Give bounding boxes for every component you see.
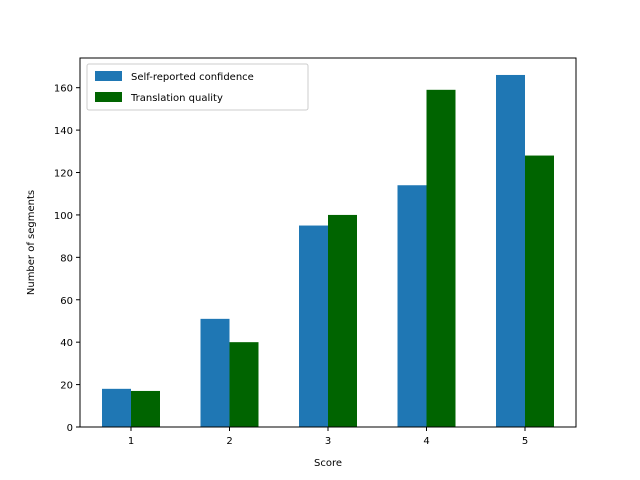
x-tick-label: 4 bbox=[423, 436, 429, 447]
bar-series-2-score-3 bbox=[328, 214, 357, 427]
y-tick-label: 100 bbox=[54, 211, 73, 222]
bar-series-1-score-3 bbox=[299, 225, 328, 427]
bar-series-1-score-4 bbox=[397, 185, 427, 427]
y-tick-label: 140 bbox=[54, 126, 73, 137]
bar-series-2-score-4 bbox=[426, 89, 456, 427]
bar-series-2-score-5 bbox=[525, 155, 554, 427]
y-tick-label: 60 bbox=[60, 296, 73, 307]
bar-series-2-score-2 bbox=[229, 342, 259, 427]
plot-frame bbox=[79, 57, 577, 428]
y-tick-label: 120 bbox=[54, 169, 73, 180]
y-tick-label: 40 bbox=[60, 338, 73, 349]
x-tick-label: 2 bbox=[226, 436, 232, 447]
legend-label-self-reported-confidence: Self-reported confidence bbox=[131, 72, 254, 83]
bar-series-1-score-5 bbox=[496, 74, 525, 427]
bar-series-2-score-1 bbox=[131, 390, 160, 427]
y-tick-label: 0 bbox=[67, 423, 73, 434]
x-tick-label: 1 bbox=[128, 436, 134, 447]
legend-swatch-self-reported-confidence bbox=[95, 71, 122, 81]
y-axis-ticks: 0 20 40 60 80 100 120 140 160 bbox=[54, 84, 80, 434]
y-tick-label: 20 bbox=[60, 381, 73, 392]
y-tick-label: 80 bbox=[60, 253, 73, 264]
bar-series-1-score-2 bbox=[200, 318, 230, 427]
y-tick-label: 160 bbox=[54, 84, 73, 95]
legend: Self-reported confidence Translation qua… bbox=[86, 63, 309, 111]
legend-box bbox=[86, 63, 309, 111]
x-tick-label: 5 bbox=[522, 436, 528, 447]
legend-swatch-translation-quality bbox=[95, 92, 122, 102]
bar-series-1-score-1 bbox=[102, 388, 131, 427]
x-axis-label: Score bbox=[314, 458, 342, 469]
x-tick-label: 3 bbox=[325, 436, 331, 447]
x-axis-ticks: 1 2 3 4 5 bbox=[128, 427, 528, 447]
legend-label-translation-quality: Translation quality bbox=[130, 93, 223, 104]
bars-group bbox=[102, 74, 554, 427]
y-axis-label: Number of segments bbox=[26, 190, 37, 295]
